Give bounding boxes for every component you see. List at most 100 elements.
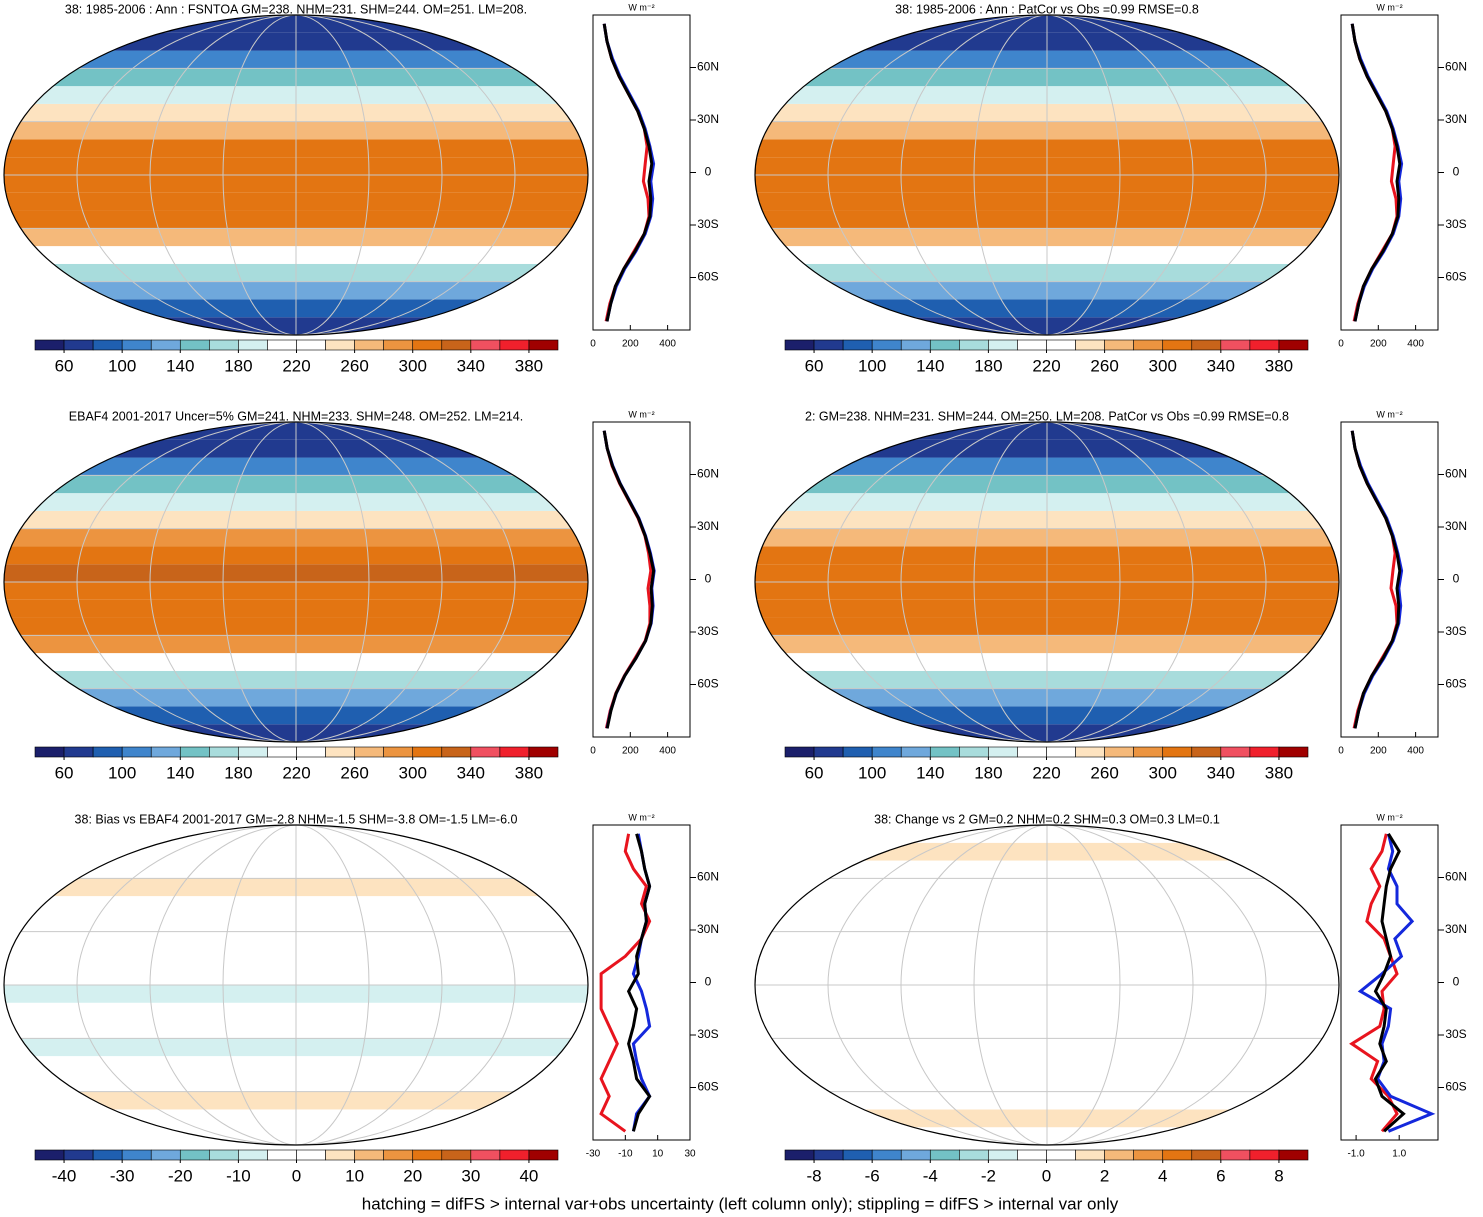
colorbar-box: [1249, 339, 1280, 351]
colorbar-label: 140: [166, 356, 194, 375]
x-tick-label: -30: [586, 1149, 601, 1160]
colorbar-label: 260: [1090, 763, 1118, 782]
meridian: [149, 825, 443, 1145]
meridian: [900, 825, 1194, 1145]
colorbar-label: 4: [1158, 1166, 1167, 1185]
colorbar-box: [900, 746, 931, 758]
colorbar-box: [150, 746, 181, 758]
profile-frame: [1340, 14, 1439, 331]
colorbar-box: [92, 339, 123, 351]
colorbar-label: 180: [974, 763, 1002, 782]
profile-line: [1350, 430, 1404, 729]
colorbar-box: [1220, 746, 1251, 758]
colorbar-label: 6: [1216, 1166, 1225, 1185]
colorbar-label: 380: [515, 356, 543, 375]
colorbar-label: 40: [519, 1166, 538, 1185]
profile-frame: [592, 14, 691, 331]
colorbar-label: 180: [224, 356, 252, 375]
x-tick-label: 400: [659, 746, 676, 757]
colorbar-label: 300: [399, 356, 427, 375]
y-tick-label: 60S: [1445, 677, 1466, 691]
panel-title: 38: Bias vs EBAF4 2001-2017 GM=-2.8 NHM=…: [75, 812, 518, 826]
panel-title: 2: GM=238. NHM=231. SHM=244. OM=250. LM=…: [805, 409, 1289, 423]
meridian: [76, 15, 516, 335]
x-tick-label: 400: [659, 339, 676, 350]
colorbar-box: [441, 339, 472, 351]
colorbar-box: [179, 339, 210, 351]
profile-line: [602, 23, 651, 322]
colorbar-box: [842, 746, 873, 758]
profile-line: [602, 430, 653, 729]
y-tick-label: 60N: [1445, 60, 1467, 74]
colorbar-box: [813, 1149, 844, 1161]
colorbar-box: [1133, 1149, 1164, 1161]
colorbar-label: 100: [108, 763, 136, 782]
x-tick-label: 200: [1370, 746, 1387, 757]
footnote: hatching = difFS > internal var+obs unce…: [362, 1194, 1119, 1213]
x-tick-label: 1.0: [1392, 1149, 1406, 1160]
map-border: [754, 14, 1340, 336]
y-tick-label: 0: [1453, 572, 1460, 586]
x-tick-label: 200: [1370, 339, 1387, 350]
colorbar-label: 260: [340, 356, 368, 375]
x-tick-label: 400: [1407, 339, 1424, 350]
colorbar-box: [441, 746, 472, 758]
map: [755, 422, 1339, 742]
colorbar-box: [784, 339, 815, 351]
colorbar-label: 2: [1100, 1166, 1109, 1185]
colorbar-box: [1046, 1149, 1076, 1161]
meridian: [827, 422, 1267, 742]
colorbar-label: -20: [168, 1166, 193, 1185]
colorbar-box: [325, 1149, 355, 1161]
colorbar-label: 220: [282, 356, 310, 375]
colorbar-label: 0: [1042, 1166, 1051, 1185]
colorbar-box: [121, 1149, 152, 1161]
meridian: [973, 15, 1121, 335]
x-tick-label: 400: [1407, 746, 1424, 757]
colorbar-box: [1220, 339, 1251, 351]
colorbar-box: [1133, 339, 1164, 351]
colorbar-box: [1046, 339, 1076, 351]
colorbar-box: [929, 746, 960, 758]
colorbar-box: [1162, 1149, 1193, 1161]
y-tick-label: 60S: [697, 270, 718, 284]
colorbar-box: [354, 1149, 384, 1161]
colorbar-box: [470, 1149, 501, 1161]
y-tick-label: 0: [1453, 165, 1460, 179]
colorbar-box: [470, 746, 501, 758]
colorbar-label: 60: [55, 356, 74, 375]
meridian: [222, 15, 370, 335]
colorbar-box: [150, 339, 181, 351]
map-border: [754, 421, 1340, 743]
colorbar-box: [784, 1149, 815, 1161]
colorbar-box: [1278, 339, 1309, 351]
meridian: [827, 825, 1267, 1145]
profile-line: [602, 23, 656, 322]
colorbar-box: [988, 746, 1018, 758]
y-tick-label: 60N: [697, 467, 719, 481]
colorbar-box: [1017, 1149, 1047, 1161]
colorbar-label: 380: [1265, 356, 1293, 375]
y-tick-label: 30N: [697, 922, 719, 936]
colorbar-label: 260: [340, 763, 368, 782]
panel-title: 38: 1985-2006 : Ann : PatCor vs Obs =0.9…: [895, 2, 1199, 16]
colorbar-label: 340: [1207, 763, 1235, 782]
colorbar-box: [499, 1149, 530, 1161]
colorbar-box: [238, 1149, 268, 1161]
map: [755, 15, 1339, 335]
meridian: [973, 422, 1121, 742]
meridian: [827, 15, 1267, 335]
colorbar-box: [1162, 746, 1193, 758]
meridian: [222, 825, 370, 1145]
x-tick-label: 0: [1338, 746, 1344, 757]
colorbar-label: 260: [1090, 356, 1118, 375]
panel-title: 38: Change vs 2 GM=0.2 NHM=0.2 SHM=0.3 O…: [874, 812, 1220, 826]
y-tick-label: 30N: [697, 112, 719, 126]
x-tick-label: 0: [590, 746, 596, 757]
y-tick-label: 30S: [1445, 624, 1466, 638]
colorbar-box: [528, 1149, 559, 1161]
colorbar-label: 60: [55, 763, 74, 782]
colorbar-label: 140: [916, 763, 944, 782]
y-tick-label: 30S: [697, 1027, 718, 1041]
colorbar-box: [900, 339, 931, 351]
